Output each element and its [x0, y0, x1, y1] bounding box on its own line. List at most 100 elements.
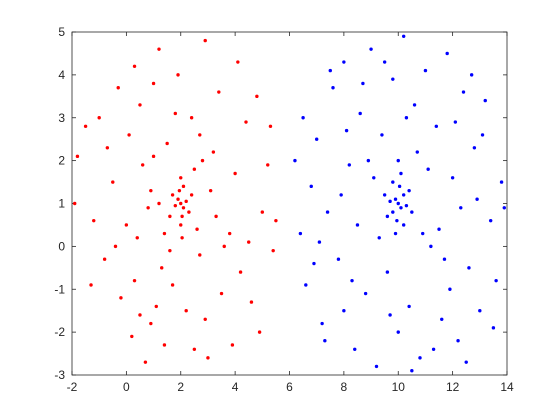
point	[184, 199, 188, 204]
point	[176, 197, 180, 201]
point	[227, 231, 232, 236]
point	[230, 343, 235, 347]
point	[372, 176, 376, 180]
point	[176, 73, 180, 77]
point	[168, 214, 172, 219]
point	[206, 356, 210, 360]
point	[415, 150, 419, 154]
point	[135, 236, 139, 240]
point	[472, 146, 477, 150]
point	[111, 180, 115, 184]
point	[445, 51, 449, 56]
point	[143, 360, 148, 364]
point	[192, 167, 197, 171]
point	[138, 313, 142, 317]
point	[317, 240, 322, 244]
point	[181, 184, 186, 189]
point	[119, 296, 123, 300]
x-tick-label: 8	[341, 380, 348, 394]
point	[426, 167, 430, 171]
point	[491, 326, 496, 330]
point	[464, 360, 468, 364]
point	[391, 77, 395, 81]
point	[249, 300, 254, 304]
point	[170, 283, 175, 287]
point	[138, 103, 142, 107]
point	[168, 248, 172, 253]
point	[208, 188, 213, 193]
point	[75, 154, 80, 159]
point	[431, 347, 436, 351]
y-tick-label: 1	[58, 197, 65, 211]
point	[399, 206, 403, 210]
point	[344, 128, 349, 133]
point	[393, 197, 398, 201]
point	[170, 193, 175, 197]
point	[151, 81, 156, 86]
point	[407, 304, 411, 309]
point	[361, 81, 365, 86]
point	[488, 218, 493, 223]
point	[382, 60, 387, 64]
point	[105, 146, 110, 150]
y-tick-label: -2	[54, 325, 65, 339]
y-tick-label: 2	[58, 154, 65, 168]
point	[211, 150, 216, 154]
point	[214, 214, 218, 219]
point	[396, 158, 400, 163]
point	[130, 334, 134, 339]
point	[494, 278, 498, 283]
point	[116, 86, 120, 90]
point	[325, 210, 330, 214]
point	[358, 111, 362, 116]
point	[271, 248, 275, 253]
point	[410, 210, 414, 214]
point	[342, 308, 346, 313]
point	[298, 231, 303, 236]
point	[461, 90, 466, 94]
point	[132, 278, 137, 283]
point	[160, 266, 164, 270]
point	[124, 223, 129, 227]
point	[157, 201, 161, 206]
point	[393, 231, 398, 236]
point	[181, 206, 186, 210]
point	[189, 193, 194, 197]
point	[274, 218, 278, 223]
point	[347, 163, 352, 167]
point	[320, 321, 324, 326]
point	[377, 236, 381, 240]
point	[309, 184, 313, 189]
point	[162, 343, 167, 347]
point	[89, 283, 93, 287]
y-tick-label: 3	[58, 111, 65, 125]
x-tick-label: 6	[286, 380, 293, 394]
point	[388, 313, 392, 317]
point	[165, 141, 169, 146]
point	[469, 73, 474, 77]
x-tick-label: 0	[123, 380, 130, 394]
point	[391, 210, 395, 214]
point	[180, 236, 184, 240]
point	[483, 98, 487, 103]
point	[217, 90, 221, 94]
point	[412, 103, 417, 107]
point	[260, 210, 265, 214]
point	[396, 201, 400, 206]
y-tick-label: 0	[58, 239, 65, 253]
point	[312, 261, 316, 266]
y-tick-label: 5	[58, 25, 65, 39]
point	[162, 231, 167, 236]
point	[198, 253, 202, 257]
point	[404, 116, 409, 120]
point	[140, 163, 145, 167]
point	[382, 193, 387, 197]
point	[401, 34, 406, 38]
y-tick-label: 4	[58, 68, 65, 82]
point	[342, 60, 346, 64]
point	[323, 339, 327, 343]
point	[407, 188, 411, 193]
x-tick-label: 12	[446, 380, 460, 394]
point	[180, 214, 184, 219]
